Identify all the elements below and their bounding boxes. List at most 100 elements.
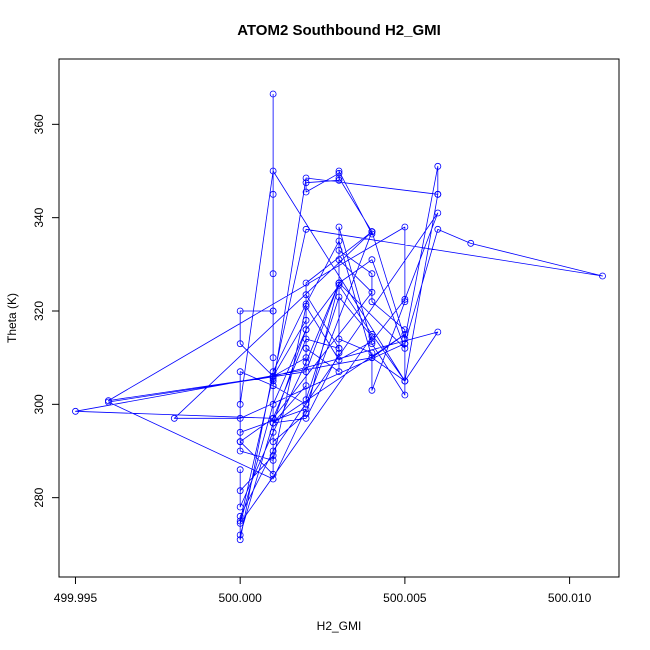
data-point bbox=[368, 386, 376, 394]
data-point bbox=[236, 400, 244, 408]
y-axis-label: Theta (K) bbox=[5, 293, 19, 343]
data-point bbox=[335, 237, 343, 245]
data-point bbox=[401, 391, 409, 399]
data-point bbox=[269, 470, 277, 478]
data-point bbox=[401, 330, 409, 338]
data-point bbox=[368, 298, 376, 306]
data-point bbox=[236, 466, 244, 474]
y-tick-label: 280 bbox=[32, 487, 46, 507]
data-point bbox=[236, 340, 244, 348]
data-point bbox=[269, 456, 277, 464]
data-point bbox=[302, 414, 310, 422]
data-point bbox=[335, 176, 343, 184]
data-point bbox=[236, 487, 244, 495]
y-axis: 280 300 320 340 360 bbox=[32, 114, 60, 508]
data-point bbox=[269, 167, 277, 175]
data-point bbox=[302, 326, 310, 334]
data-point bbox=[335, 335, 343, 343]
data-point bbox=[269, 382, 277, 390]
data-point bbox=[302, 382, 310, 390]
data-point bbox=[335, 356, 343, 364]
data-point bbox=[236, 519, 244, 527]
data-point bbox=[269, 90, 277, 98]
data-point bbox=[269, 377, 277, 385]
data-point bbox=[269, 307, 277, 315]
data-point bbox=[335, 246, 343, 254]
data-point bbox=[401, 340, 409, 348]
data-point bbox=[401, 335, 409, 343]
data-point bbox=[368, 333, 376, 341]
data-point bbox=[368, 337, 376, 345]
data-point bbox=[302, 405, 310, 413]
data-point bbox=[269, 452, 277, 460]
data-point bbox=[269, 400, 277, 408]
data-point bbox=[236, 428, 244, 436]
data-point bbox=[236, 414, 244, 422]
data-point bbox=[269, 419, 277, 427]
data-point bbox=[269, 270, 277, 278]
data-point bbox=[236, 512, 244, 520]
data-point bbox=[434, 328, 442, 336]
data-point bbox=[368, 270, 376, 278]
data-point bbox=[269, 368, 277, 376]
data-point bbox=[368, 228, 376, 236]
data-point bbox=[236, 447, 244, 455]
data-point bbox=[467, 239, 475, 247]
data-point bbox=[401, 295, 409, 303]
data-point bbox=[368, 256, 376, 264]
data-point bbox=[302, 279, 310, 287]
data-point bbox=[335, 281, 343, 289]
data-point bbox=[368, 340, 376, 348]
data-point bbox=[335, 344, 343, 352]
data-point bbox=[434, 162, 442, 170]
x-axis-label: H2_GMI bbox=[317, 619, 362, 633]
data-point bbox=[302, 291, 310, 299]
data-point bbox=[335, 349, 343, 357]
data-point bbox=[335, 174, 343, 182]
data-point bbox=[368, 330, 376, 338]
x-tick-label: 500.010 bbox=[548, 591, 592, 605]
data-point bbox=[170, 414, 178, 422]
data-point bbox=[335, 279, 343, 287]
x-axis: 499.995 500.000 500.005 500.010 bbox=[54, 576, 592, 605]
data-point bbox=[401, 298, 409, 306]
chart-title: ATOM2 Southbound H2_GMI bbox=[237, 22, 441, 39]
data-point bbox=[302, 302, 310, 310]
data-point bbox=[302, 179, 310, 187]
data-point bbox=[335, 223, 343, 231]
data-point bbox=[269, 372, 277, 380]
data-point bbox=[335, 368, 343, 376]
data-point bbox=[302, 225, 310, 233]
data-point bbox=[599, 272, 606, 280]
data-point bbox=[302, 396, 310, 404]
series-line bbox=[75, 94, 603, 541]
data-point bbox=[269, 375, 277, 383]
y-tick-label: 320 bbox=[32, 301, 46, 321]
data-point bbox=[236, 503, 244, 511]
data-point bbox=[269, 190, 277, 198]
data-point bbox=[236, 438, 244, 446]
data-point bbox=[302, 300, 310, 308]
data-point bbox=[401, 377, 409, 385]
data-point bbox=[368, 230, 376, 238]
x-tick-label: 500.000 bbox=[218, 591, 262, 605]
data-point bbox=[302, 335, 310, 343]
data-point bbox=[302, 354, 310, 362]
data-point bbox=[236, 368, 244, 376]
x-tick-label: 500.005 bbox=[383, 591, 427, 605]
data-point bbox=[269, 475, 277, 483]
data-point bbox=[236, 307, 244, 315]
data-point bbox=[269, 354, 277, 362]
data-point bbox=[302, 188, 310, 196]
data-point bbox=[236, 536, 244, 544]
data-point bbox=[236, 517, 244, 525]
data-point bbox=[269, 428, 277, 436]
data-point bbox=[302, 174, 310, 182]
data-point bbox=[72, 407, 79, 415]
data-point bbox=[105, 398, 112, 406]
data-point bbox=[368, 354, 376, 362]
data-point bbox=[335, 169, 343, 177]
x-tick-label: 499.995 bbox=[54, 591, 98, 605]
data-point bbox=[269, 438, 277, 446]
